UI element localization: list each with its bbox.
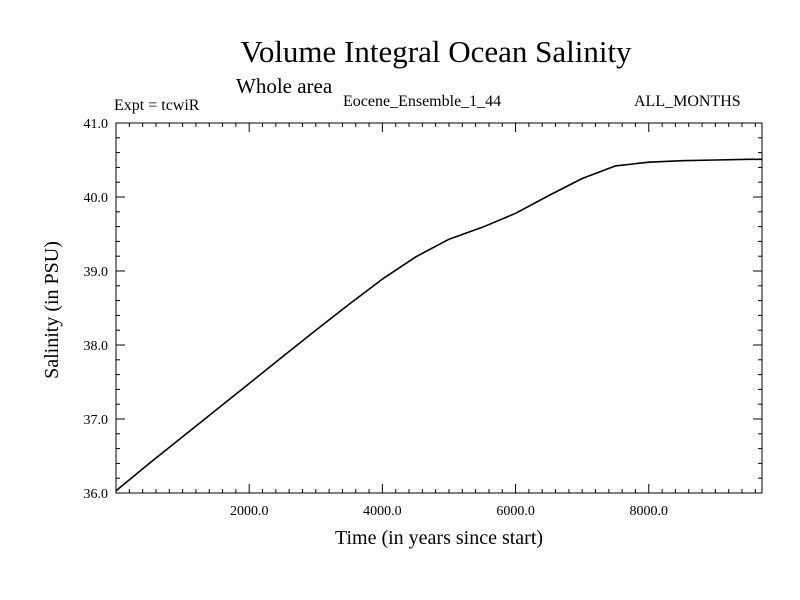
- x-tick-label: 8000.0: [630, 504, 669, 519]
- x-tick-label: 6000.0: [496, 504, 535, 519]
- chart-subtitle: Whole area: [236, 74, 333, 98]
- experiment-label: Expt = tcwiR: [114, 97, 200, 114]
- run-label: Eocene_Ensemble_1_44: [343, 93, 502, 110]
- x-tick-label: 4000.0: [363, 504, 402, 519]
- series-layer: [115, 158, 762, 492]
- y-tick-label: 38.0: [84, 339, 109, 354]
- y-tick-label: 37.0: [84, 413, 109, 428]
- y-tick-label: 39.0: [84, 265, 109, 280]
- y-tick-label: 36.0: [84, 487, 109, 502]
- chart-title: Volume Integral Ocean Salinity: [240, 34, 632, 69]
- plot-frame: [115, 122, 763, 494]
- x-tick-label: 2000.0: [230, 504, 269, 519]
- x-axis-label: Time (in years since start): [334, 527, 544, 549]
- tick-labels: 2000.0 4000.0 6000.0 8000.0 36.0 37.0 38.0 39.0…: [84, 117, 669, 519]
- months-label: ALL_MONTHS: [634, 93, 741, 110]
- tick-marks: [116, 123, 762, 493]
- y-tick-label: 40.0: [84, 191, 109, 206]
- series-line: [115, 158, 762, 492]
- y-tick-label: 41.0: [84, 117, 109, 132]
